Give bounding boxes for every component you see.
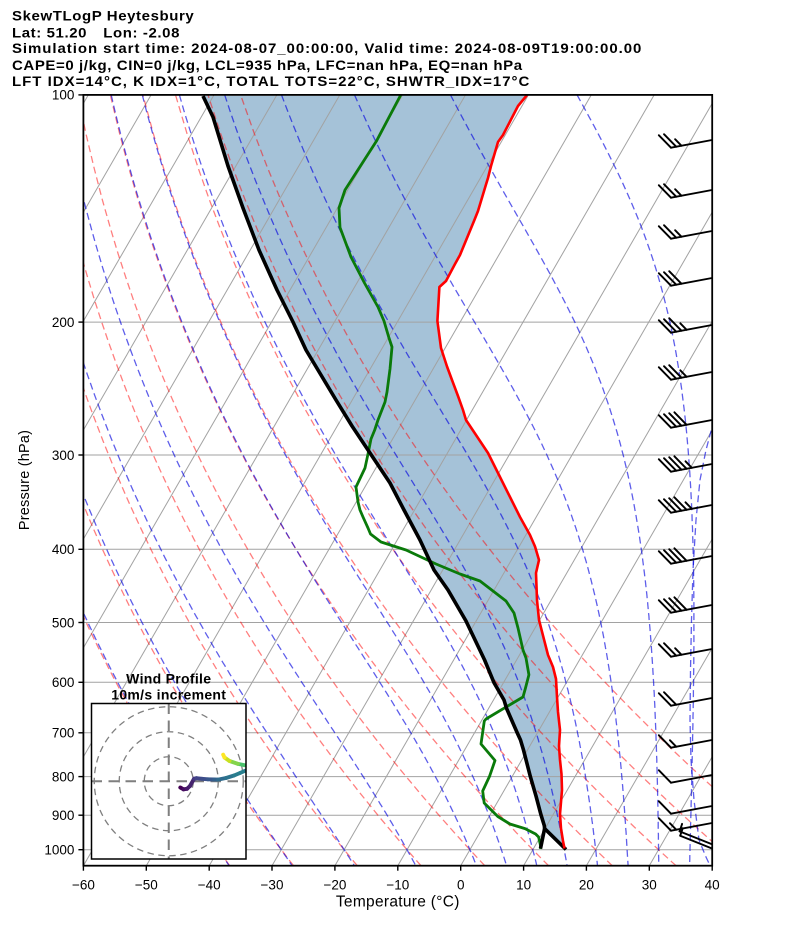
svg-text:Temperature (°C): Temperature (°C) bbox=[336, 894, 460, 911]
svg-text:CAPE=0 j/kg, CIN=0 j/kg, LCL=9: CAPE=0 j/kg, CIN=0 j/kg, LCL=935 hPa, LF… bbox=[12, 59, 523, 74]
svg-text:1000: 1000 bbox=[44, 843, 74, 858]
svg-text:700: 700 bbox=[52, 726, 75, 741]
svg-text:−20: −20 bbox=[323, 878, 346, 893]
svg-text:600: 600 bbox=[52, 675, 75, 690]
svg-text:LFT IDX=14°C, K IDX=1°C, TOTAL: LFT IDX=14°C, K IDX=1°C, TOTAL TOTS=22°C… bbox=[12, 75, 530, 90]
svg-text:300: 300 bbox=[52, 448, 75, 463]
svg-text:−60: −60 bbox=[72, 878, 95, 893]
svg-text:900: 900 bbox=[52, 808, 75, 823]
svg-text:SkewTLogP Heytesbury: SkewTLogP Heytesbury bbox=[12, 9, 194, 24]
svg-text:Pressure (hPa): Pressure (hPa) bbox=[17, 430, 33, 530]
svg-text:100: 100 bbox=[52, 88, 75, 103]
svg-text:−50: −50 bbox=[135, 878, 158, 893]
svg-text:400: 400 bbox=[52, 542, 75, 557]
svg-text:−10: −10 bbox=[386, 878, 409, 893]
svg-text:0: 0 bbox=[457, 878, 465, 893]
svg-text:−40: −40 bbox=[198, 878, 221, 893]
svg-text:20: 20 bbox=[579, 878, 594, 893]
svg-text:200: 200 bbox=[52, 315, 75, 330]
svg-text:Wind Profile: Wind Profile bbox=[126, 671, 211, 687]
svg-text:Simulation start time: 2024-08: Simulation start time: 2024-08-07_00:00:… bbox=[12, 42, 642, 57]
svg-text:800: 800 bbox=[52, 769, 75, 784]
svg-text:Lat: 51.20 Lon: -2.08: Lat: 51.20 Lon: -2.08 bbox=[12, 26, 180, 41]
svg-text:30: 30 bbox=[642, 878, 657, 893]
svg-text:10: 10 bbox=[516, 878, 531, 893]
svg-text:10m/s increment: 10m/s increment bbox=[111, 687, 226, 703]
svg-text:500: 500 bbox=[52, 615, 75, 630]
svg-text:−30: −30 bbox=[261, 878, 284, 893]
svg-text:40: 40 bbox=[705, 878, 720, 893]
